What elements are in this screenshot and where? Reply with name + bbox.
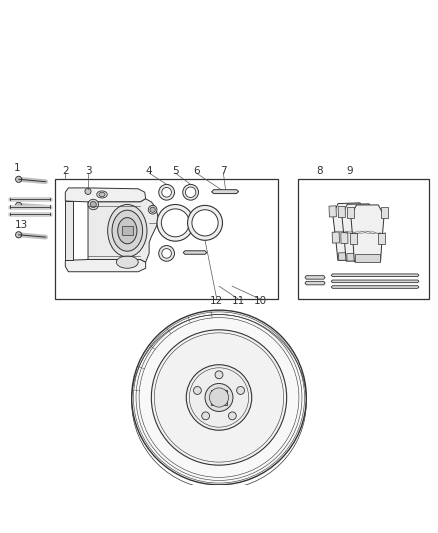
Text: 6: 6 [193,166,200,176]
Circle shape [90,201,96,207]
Ellipse shape [159,246,174,261]
Text: 9: 9 [346,166,353,176]
Polygon shape [381,207,388,218]
Polygon shape [371,206,378,217]
Ellipse shape [132,310,306,485]
Text: 12: 12 [210,296,223,305]
Polygon shape [332,232,339,243]
Polygon shape [362,205,370,216]
Circle shape [148,205,157,214]
Polygon shape [65,201,73,261]
Polygon shape [211,390,227,405]
Polygon shape [331,274,419,277]
Ellipse shape [162,188,171,197]
Circle shape [85,188,91,195]
Polygon shape [361,231,368,242]
Polygon shape [347,207,354,218]
Polygon shape [122,227,133,235]
Circle shape [150,207,155,212]
Ellipse shape [97,191,107,198]
Ellipse shape [162,248,171,258]
Polygon shape [333,203,366,261]
Circle shape [228,412,236,420]
Ellipse shape [186,365,252,430]
Polygon shape [339,252,363,260]
Polygon shape [183,251,207,254]
Ellipse shape [185,187,196,198]
Polygon shape [370,232,377,243]
Circle shape [215,371,223,379]
Ellipse shape [161,209,189,237]
Ellipse shape [183,184,198,200]
Polygon shape [305,276,325,279]
Ellipse shape [157,205,194,241]
Text: 13: 13 [15,220,28,230]
Ellipse shape [187,205,223,240]
Ellipse shape [108,205,147,257]
Ellipse shape [151,330,287,465]
Text: 11: 11 [232,296,245,305]
Polygon shape [88,199,158,262]
Polygon shape [65,188,146,202]
Polygon shape [341,232,348,244]
Ellipse shape [192,210,218,236]
Ellipse shape [209,388,229,407]
Ellipse shape [205,384,233,411]
Text: 2: 2 [62,166,69,176]
Circle shape [194,386,201,394]
Circle shape [202,412,210,420]
Polygon shape [331,286,419,288]
Bar [55,179,278,299]
Polygon shape [65,260,146,272]
Text: 8: 8 [316,166,323,176]
Text: 5: 5 [172,166,179,176]
Polygon shape [355,254,380,262]
Ellipse shape [117,256,138,268]
Text: 1: 1 [14,163,21,173]
Ellipse shape [99,192,105,197]
Text: 3: 3 [85,166,92,176]
Polygon shape [212,190,239,193]
Polygon shape [342,204,375,261]
Bar [297,179,428,299]
Polygon shape [351,205,384,262]
Polygon shape [331,280,419,282]
Ellipse shape [159,184,174,200]
Circle shape [237,386,244,394]
Circle shape [88,199,99,210]
Polygon shape [338,206,345,217]
Text: 10: 10 [254,296,267,305]
Text: 4: 4 [146,166,152,176]
Polygon shape [347,253,371,261]
Ellipse shape [118,217,137,244]
Polygon shape [350,233,357,244]
Polygon shape [305,281,325,285]
Polygon shape [378,233,385,244]
Polygon shape [329,206,336,217]
Text: 7: 7 [220,166,227,176]
Ellipse shape [112,210,143,251]
